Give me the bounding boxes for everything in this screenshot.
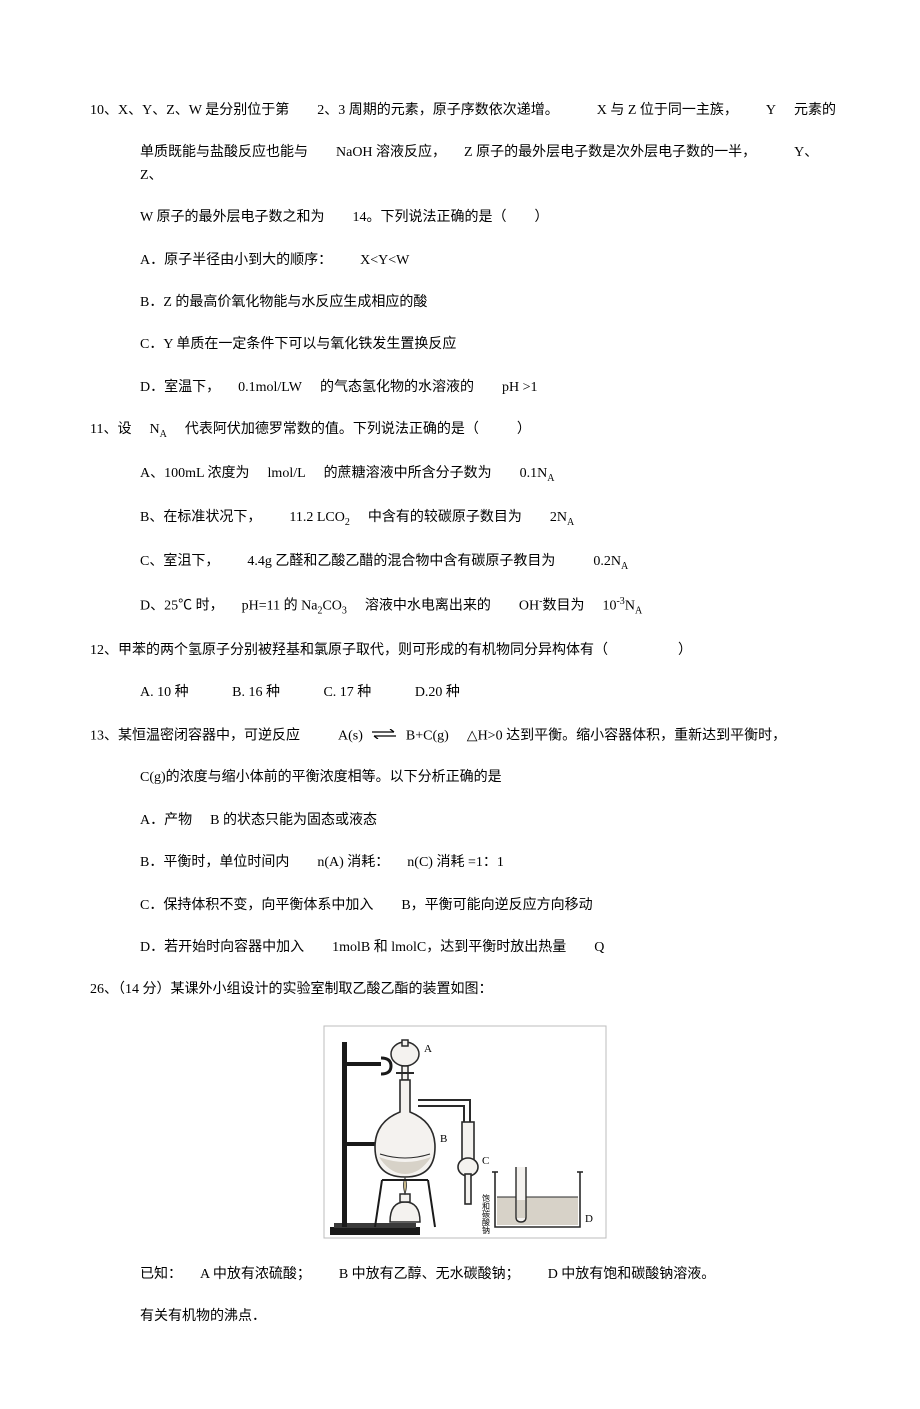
- question-26: 26、（14 分）某课外小组设计的实验室制取乙酸乙酯的装置如图：: [90, 979, 840, 1329]
- q13-option-c: C．保持体积不变，向平衡体系中加入B，平衡可能向逆反应方向移动: [140, 895, 840, 917]
- q13-stem-line2: C(g)的浓度与缩小体前的平衡浓度相等。以下分析正确的是: [140, 767, 840, 789]
- label-side: 饱和碳酸钠: [482, 1193, 491, 1235]
- q10-stem-line1: 10、X、Y、Z、W 是分别位于第2、3 周期的元素，原子序数依次递增。X 与 …: [90, 100, 840, 122]
- q12-option-c: C. 17 种: [323, 682, 371, 704]
- question-11: 11、设NA代表阿伏加德罗常数的值。下列说法正确的是（） A、100mL 浓度为…: [90, 419, 840, 620]
- q13-number: 13、: [90, 728, 118, 743]
- q10-stem-line2: 单质既能与盐酸反应也能与NaOH 溶液反应，Z 原子的最外层电子数是次外层电子数…: [140, 142, 840, 187]
- q26-note2: 有关有机物的沸点．: [140, 1306, 840, 1328]
- label-a: A: [424, 1043, 432, 1055]
- q12-option-b: B. 16 种: [232, 682, 280, 704]
- q11-option-b: B、在标准状况下，11.2 LCO2中含有的较碳原子数目为2NA: [140, 507, 840, 531]
- page: 10、X、Y、Z、W 是分别位于第2、3 周期的元素，原子序数依次递增。X 与 …: [0, 0, 920, 1409]
- q12-number: 12、: [90, 643, 118, 658]
- q26-note1: 已知：A 中放有浓硫酸；B 中放有乙醇、无水碳酸钠；D 中放有饱和碳酸钠溶液。: [140, 1264, 840, 1286]
- q12-options: A. 10 种 B. 16 种 C. 17 种 D.20 种: [140, 682, 840, 704]
- q11-number: 11、: [90, 422, 117, 437]
- q11-option-d: D、25℃ 时，pH=11 的 Na2CO3溶液中水电离出来的OH-数目为10-…: [140, 594, 840, 619]
- q10-option-c: C．Y 单质在一定条件下可以与氧化铁发生置换反应: [140, 334, 840, 356]
- q26-number: 26、: [90, 982, 118, 997]
- apparatus-figure: A B C: [90, 1022, 840, 1250]
- q11-option-a: A、100mL 浓度为lmol/L的蔗糖溶液中所含分子数为0.1NA: [140, 463, 840, 487]
- label-c: C: [482, 1155, 489, 1167]
- q10-option-d: D．室温下，0.1mol/LW的气态氢化物的水溶液的pH >1: [140, 377, 840, 399]
- q12-stem: 12、甲苯的两个氢原子分别被羟基和氯原子取代，则可形成的有机物同分异构体有（）: [90, 640, 840, 662]
- q10-option-b: B．Z 的最高价氧化物能与水反应生成相应的酸: [140, 292, 840, 314]
- q11-stem: 11、设NA代表阿伏加德罗常数的值。下列说法正确的是（）: [90, 419, 840, 443]
- q10-stem-line3: W 原子的最外层电子数之和为14。下列说法正确的是（）: [140, 207, 840, 229]
- label-d: D: [585, 1213, 593, 1225]
- q26-stem: 26、（14 分）某课外小组设计的实验室制取乙酸乙酯的装置如图：: [90, 979, 840, 1001]
- question-10: 10、X、Y、Z、W 是分别位于第2、3 周期的元素，原子序数依次递增。X 与 …: [90, 100, 840, 399]
- q13-option-a: A．产物B 的状态只能为固态或液态: [140, 810, 840, 832]
- q13-option-b: B．平衡时，单位时间内n(A) 消耗：n(C) 消耗 =1：1: [140, 852, 840, 874]
- q13-option-d: D．若开始时向容器中加入1molB 和 lmolC，达到平衡时放出热量Q: [140, 937, 840, 959]
- q12-option-a: A. 10 种: [140, 682, 189, 704]
- q12-option-d: D.20 种: [415, 682, 460, 704]
- equilibrium-arrow-icon: [370, 725, 398, 747]
- q10-number: 10、: [90, 103, 118, 118]
- q13-stem-line1: 13、某恒温密闭容器中，可逆反应A(s) B+C(g)△H>0 达到平衡。缩小容…: [90, 725, 840, 748]
- q11-option-c: C、室沮下，4.4g 乙醛和乙酸乙醋的混合物中含有碳原子教目为0.2NA: [140, 551, 840, 575]
- label-b: B: [440, 1133, 447, 1145]
- question-13: 13、某恒温密闭容器中，可逆反应A(s) B+C(g)△H>0 达到平衡。缩小容…: [90, 725, 840, 960]
- q10-option-a: A．原子半径由小到大的顺序：X<Y<W: [140, 250, 840, 272]
- question-12: 12、甲苯的两个氢原子分别被羟基和氯原子取代，则可形成的有机物同分异构体有（） …: [90, 640, 840, 705]
